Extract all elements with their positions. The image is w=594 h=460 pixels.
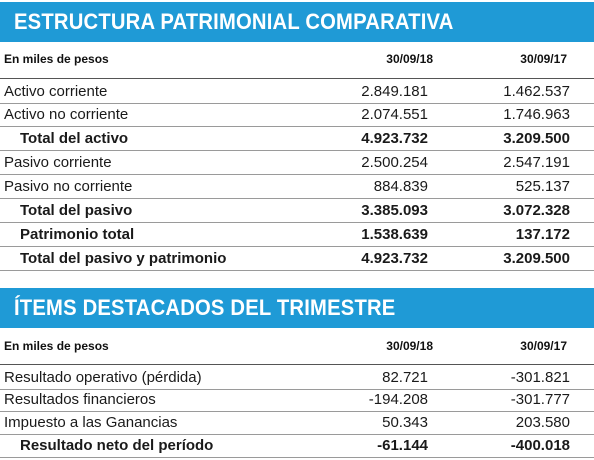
section-title: ÍTEMS DESTACADOS DEL TRIMESTRE <box>14 295 396 320</box>
value-2018: 3.385.093 <box>361 202 428 219</box>
value-2017: 1.462.537 <box>503 83 570 100</box>
value-2017: 203.580 <box>515 414 570 431</box>
row-label: Total del pasivo y patrimonio <box>20 250 227 267</box>
value-2018: 1.538.639 <box>361 226 428 243</box>
table-row: Resultado operativo (pérdida) 82.721 -301.… <box>0 364 594 390</box>
row-label: Pasivo no corriente <box>4 178 133 195</box>
row-label: Patrimonio total <box>20 226 135 243</box>
row-label: Activo corriente <box>4 83 108 100</box>
value-2018: -194.208 <box>368 391 428 408</box>
column-header-2017: 30/09/17 <box>520 339 567 353</box>
value-2017: -301.777 <box>510 391 570 408</box>
units-label: En miles de pesos <box>4 339 109 353</box>
value-2018: 884.839 <box>373 178 428 195</box>
column-header-2018: 30/09/18 <box>386 52 433 66</box>
value-2017: 525.137 <box>515 178 570 195</box>
value-2017: 1.746.963 <box>503 106 570 123</box>
row-label: Resultado operativo (pérdida) <box>4 369 202 386</box>
value-2018: 2.849.181 <box>361 83 428 100</box>
table-header: En miles de pesos 30/09/18 30/09/17 <box>0 334 594 358</box>
column-header-2017: 30/09/17 <box>520 52 567 66</box>
row-label: Total del activo <box>20 130 129 147</box>
table-row: Resultados financieros -194.208 -301.777 <box>0 387 594 412</box>
row-label: Impuesto a las Ganancias <box>4 414 178 431</box>
column-header-2018: 30/09/18 <box>386 339 433 353</box>
row-label: Resultado neto del período <box>20 437 214 454</box>
table-row: Resultado neto del período -61.144 -400.01… <box>0 433 594 458</box>
value-2018: 50.343 <box>382 414 428 431</box>
value-2017: 3.209.500 <box>503 130 570 147</box>
row-label: Activo no corriente <box>4 106 129 123</box>
table-row: Total del pasivo y patrimonio 4.923.732 3.… <box>0 246 594 271</box>
table-row: Impuesto a las Ganancias 50.343 203.580 <box>0 410 594 435</box>
value-2017: -301.821 <box>510 369 570 386</box>
table-row: Activo no corriente 2.074.551 1.746.963 <box>0 102 594 127</box>
units-label: En miles de pesos <box>4 52 109 66</box>
value-2018: 4.923.732 <box>361 250 428 267</box>
value-2018: -61.144 <box>377 437 428 454</box>
value-2017: 3.072.328 <box>503 202 570 219</box>
table-row: Pasivo no corriente 884.839 525.137 <box>0 174 594 199</box>
section-title: ESTRUCTURA PATRIMONIAL COMPARATIVA <box>14 9 454 34</box>
value-2017: 2.547.191 <box>503 154 570 171</box>
table-row: Total del activo 4.923.732 3.209.500 <box>0 126 594 151</box>
section-title-banner: ESTRUCTURA PATRIMONIAL COMPARATIVA <box>0 2 594 42</box>
value-2017: -400.018 <box>510 437 570 454</box>
table-row: Patrimonio total 1.538.639 137.172 <box>0 222 594 247</box>
value-2018: 2.074.551 <box>361 106 428 123</box>
row-label: Pasivo corriente <box>4 154 112 171</box>
table-row: Total del pasivo 3.385.093 3.072.328 <box>0 198 594 223</box>
section-title-banner: ÍTEMS DESTACADOS DEL TRIMESTRE <box>0 288 594 328</box>
table-row: Activo corriente 2.849.181 1.462.537 <box>0 78 594 104</box>
table-header: En miles de pesos 30/09/18 30/09/17 <box>0 47 594 71</box>
row-label: Total del pasivo <box>20 202 133 219</box>
value-2017: 137.172 <box>515 226 570 243</box>
value-2017: 3.209.500 <box>503 250 570 267</box>
value-2018: 4.923.732 <box>361 130 428 147</box>
value-2018: 82.721 <box>382 369 428 386</box>
table-row: Pasivo corriente 2.500.254 2.547.191 <box>0 150 594 175</box>
value-2018: 2.500.254 <box>361 154 428 171</box>
row-label: Resultados financieros <box>4 391 156 408</box>
